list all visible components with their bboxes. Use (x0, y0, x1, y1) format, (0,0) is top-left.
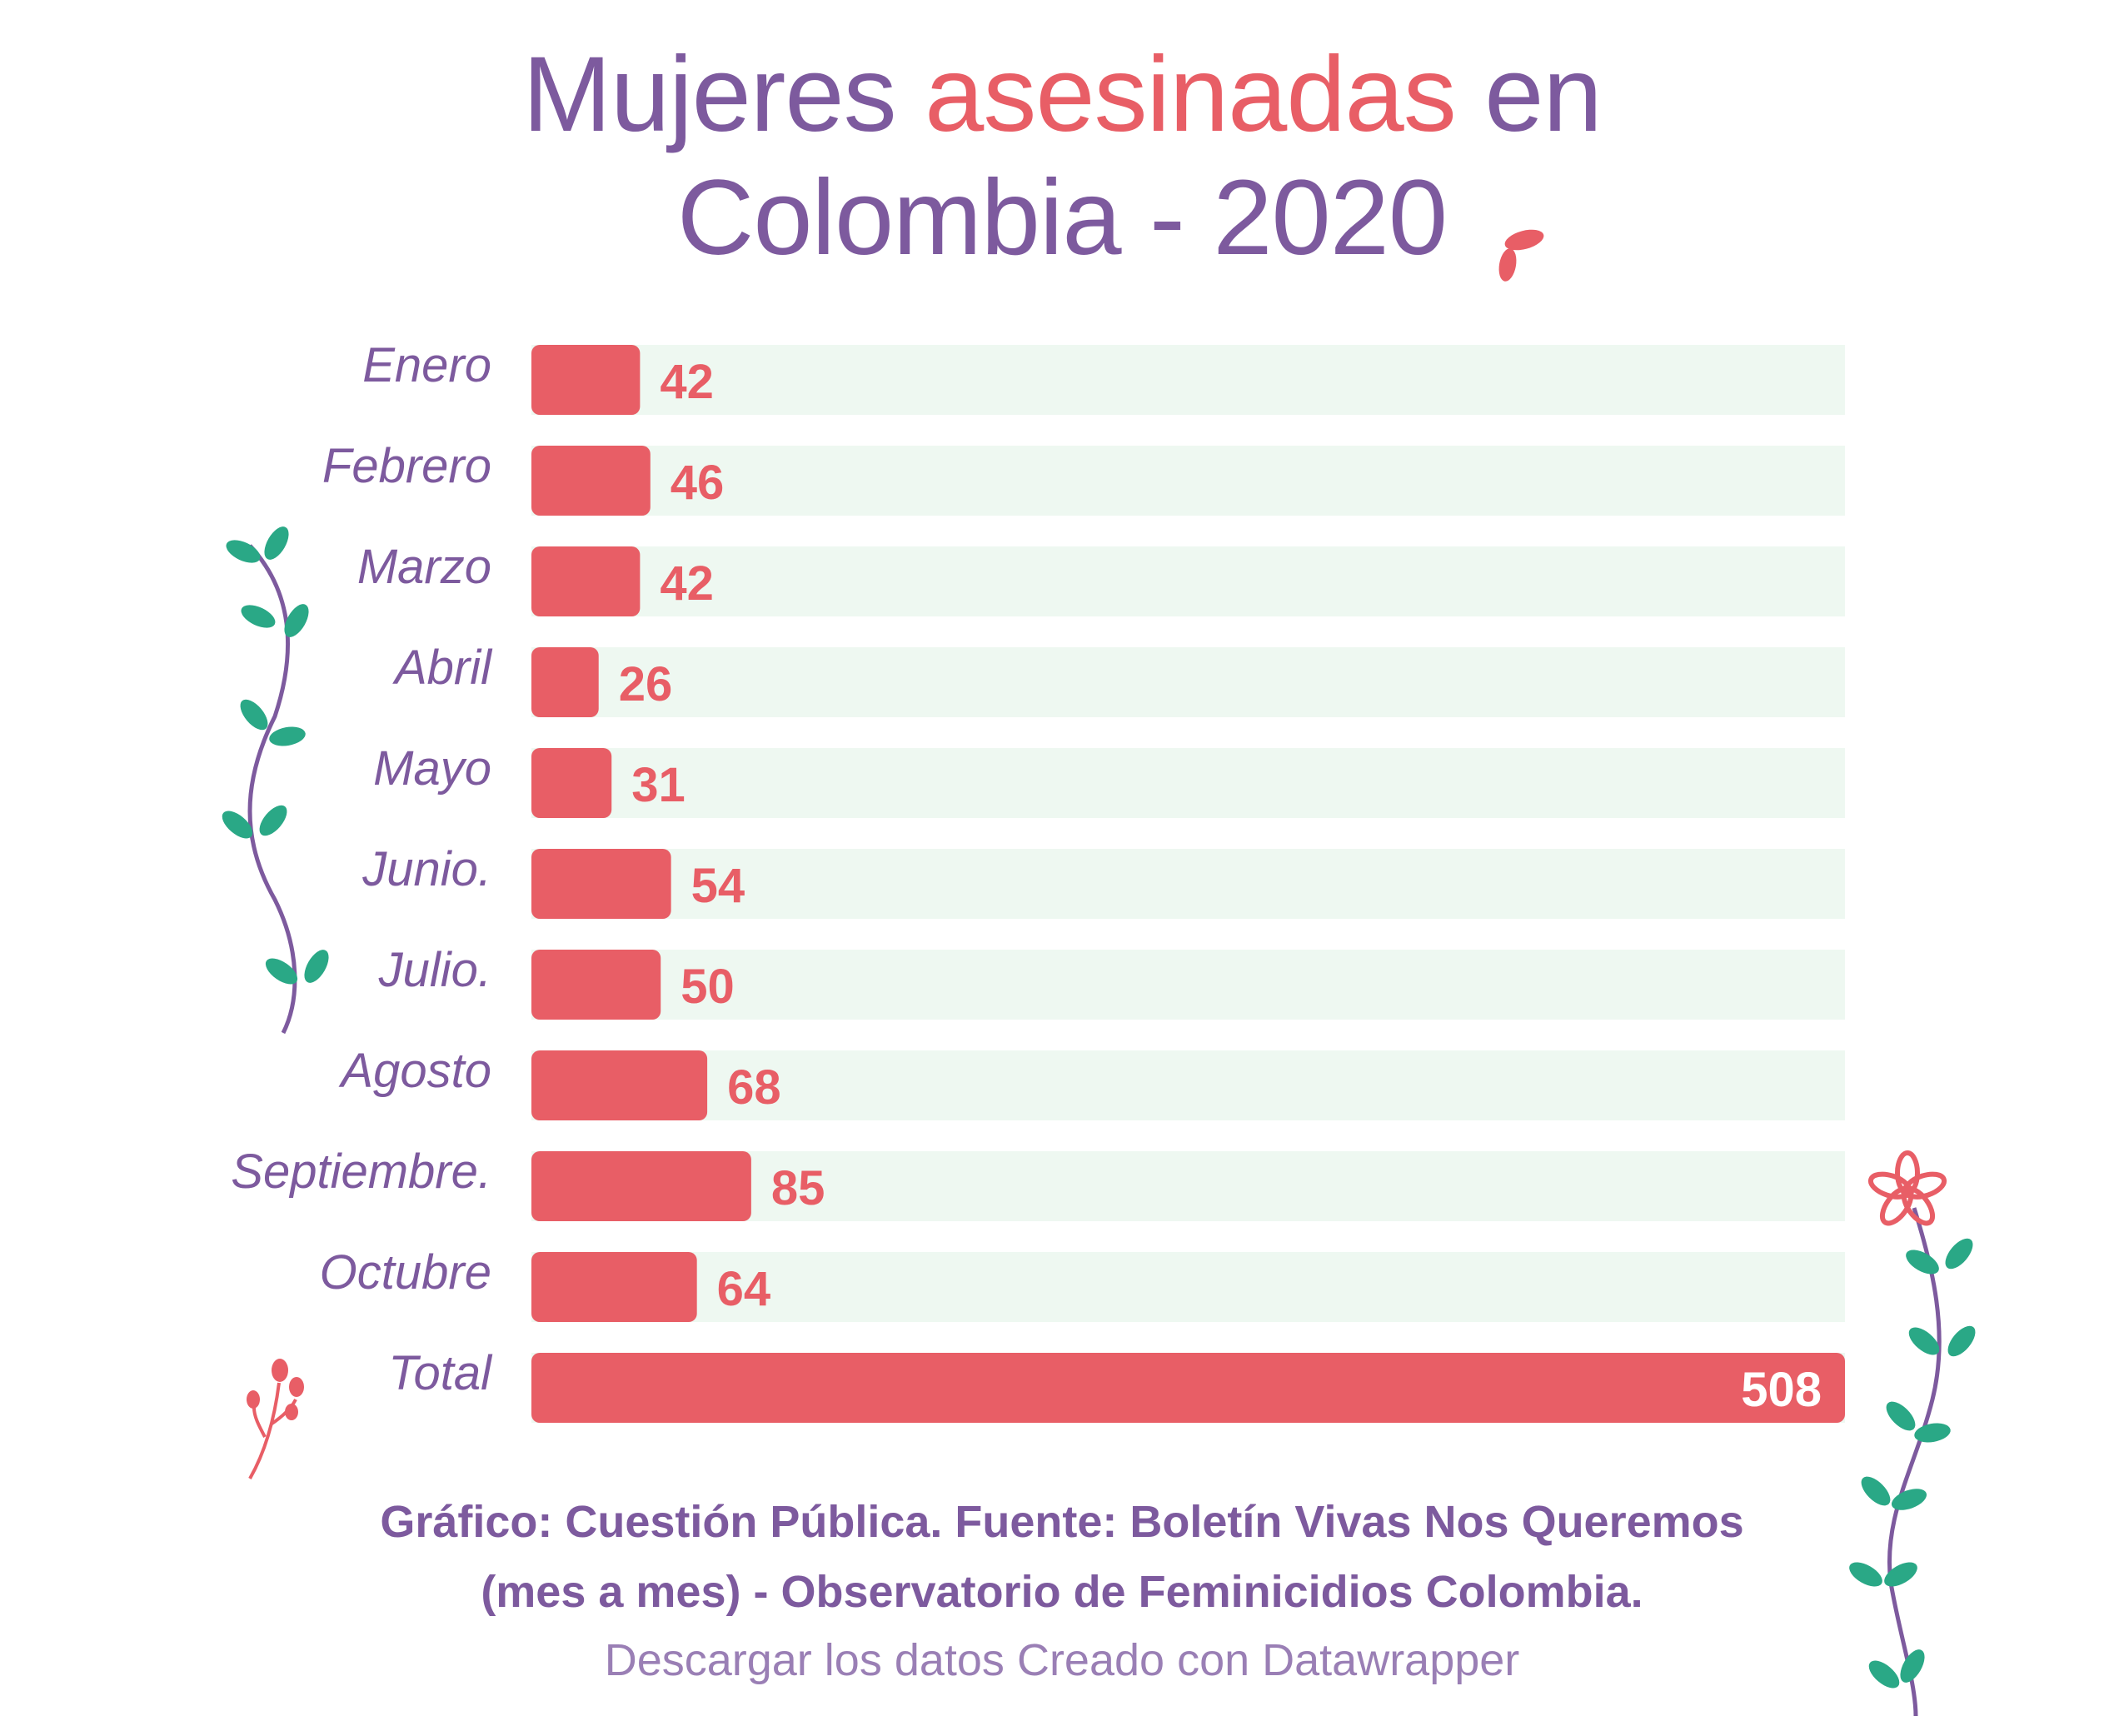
title-accent-word: asesinadas (925, 35, 1457, 154)
bar-marzo (531, 546, 641, 616)
bar-julio (531, 950, 661, 1020)
bar-abril (531, 647, 599, 717)
datawrapper-link[interactable]: Creado con Datawrapper (1016, 1635, 1520, 1685)
bar-track (531, 1050, 1845, 1120)
bars-group: Enero 42 Febrero 46 Marzo 42 Abril 26 Mayo 31 Juni… (231, 338, 1845, 1423)
value-label: 26 (619, 657, 673, 711)
category-label: Septiembre. (231, 1145, 491, 1199)
footer-links: Descargar los datos Creado con Datawrapp… (0, 1634, 2124, 1686)
bar-track (531, 546, 1845, 616)
bar-track (531, 647, 1845, 717)
category-label: Marzo (357, 540, 491, 594)
category-label: Mayo (373, 741, 491, 796)
footer-credit-line-2: (mes a mes) - Observatorio de Feminicidi… (481, 1567, 1643, 1617)
value-label: 31 (631, 758, 686, 812)
bar-octubre (531, 1252, 697, 1322)
category-label: Agosto (338, 1044, 491, 1098)
category-label: Febrero (322, 439, 491, 493)
category-label: Total (388, 1346, 493, 1400)
bar-septiembre (531, 1151, 751, 1221)
bar-junio (531, 849, 671, 919)
bar-agosto (531, 1050, 708, 1120)
value-label: 508 (1741, 1363, 1822, 1417)
value-label: 85 (771, 1161, 825, 1215)
category-label: Abril (392, 641, 493, 695)
value-label: 50 (681, 960, 735, 1014)
value-label: 46 (671, 456, 725, 510)
bar-total (531, 1353, 1845, 1423)
bar-track (531, 345, 1845, 415)
value-label: 64 (717, 1262, 771, 1316)
bar-track (531, 446, 1845, 516)
category-label: Julio. (378, 943, 491, 997)
right-flower-vine-icon (1849, 1150, 1976, 1717)
category-label: Enero (362, 338, 491, 392)
title-line-2: Colombia - 2020 (676, 158, 1448, 277)
value-label: 68 (727, 1060, 781, 1115)
petal-decoration-icon (1498, 229, 1544, 282)
bar-track (531, 950, 1845, 1020)
title-text-2: en (1455, 35, 1602, 154)
bar-track (531, 748, 1845, 818)
download-data-link[interactable]: Descargar los datos (604, 1635, 1005, 1685)
berry-sprig-icon (247, 1359, 304, 1479)
bar-enero (531, 345, 641, 415)
bar-track (531, 1252, 1845, 1322)
bar-mayo (531, 748, 612, 818)
value-label: 42 (660, 355, 714, 409)
bar-track (531, 849, 1845, 919)
title-text-1: Mujeres (522, 35, 925, 154)
category-label: Junio. (361, 842, 491, 896)
category-label: Octubre (320, 1245, 491, 1300)
title-line-1: Mujeres asesinadas en (0, 33, 2124, 157)
bar-febrero (531, 446, 651, 516)
chart-title: Mujeres asesinadas en Colombia - 2020 (0, 33, 2124, 280)
value-label: 42 (660, 556, 714, 611)
value-label: 54 (691, 859, 745, 913)
left-vine-icon (222, 526, 329, 1035)
footer-credit-line-1: Gráfico: Cuestión Pública. Fuente: Bolet… (380, 1497, 1744, 1547)
